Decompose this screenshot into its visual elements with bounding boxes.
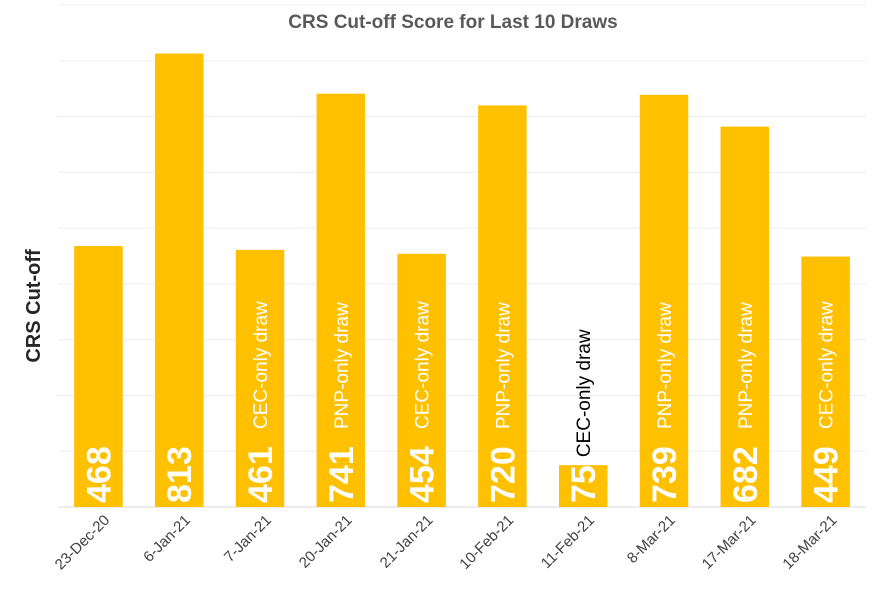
x-tick-label: 20-Jan-21 (296, 512, 356, 572)
bar-annotation: PNP-only draw (493, 302, 514, 429)
value-label: 720 (484, 446, 522, 503)
bar-annotation: PNP-only draw (655, 302, 676, 429)
bar (558, 465, 608, 507)
value-label: 454 (404, 446, 442, 503)
value-label: 75 (565, 465, 603, 503)
bar (235, 249, 285, 507)
x-tick-label: 21-Jan-21 (377, 512, 437, 572)
y-axis-title: CRS Cut-off (23, 249, 45, 363)
x-tick-label: 8-Mar-21 (624, 512, 679, 567)
x-tick-label: 17-Mar-21 (699, 512, 760, 573)
bar (74, 245, 123, 507)
bar (801, 256, 850, 507)
bar (478, 105, 527, 508)
bar (397, 253, 446, 507)
value-label: 739 (646, 446, 684, 503)
bar-annotation: CEC-only draw (574, 329, 595, 457)
value-label: 468 (80, 446, 118, 503)
bars (74, 53, 850, 508)
bar-annotation: PNP-only draw (736, 302, 757, 429)
bar-annotation: CEC-only draw (817, 301, 838, 429)
bar (639, 94, 689, 508)
value-label: 461 (242, 446, 280, 503)
x-tick-labels: 23-Dec-20 6-Jan-21 7-Jan-21 20-Jan-21 21-Jan… (52, 512, 841, 574)
value-label: 741 (323, 446, 361, 503)
bar-annotation: PNP-only draw (332, 302, 353, 429)
value-label: 682 (727, 446, 765, 503)
x-tick-label: 23-Dec-20 (52, 512, 114, 574)
x-tick-label: 7-Jan-21 (221, 512, 275, 566)
x-tick-label: 18-Mar-21 (779, 512, 840, 573)
bar (154, 53, 204, 507)
x-tick-label: 6-Jan-21 (140, 512, 194, 566)
chart-title: CRS Cut-off Score for Last 10 Draws (288, 12, 617, 33)
value-label: 813 (161, 446, 199, 503)
data-labels: 468 813 461 CEC-only draw 741 PNP-only draw 45… (80, 301, 845, 503)
x-tick-label: 11-Feb-21 (538, 512, 598, 572)
bar-annotation: CEC-only draw (251, 301, 272, 429)
bar (316, 93, 366, 507)
bar-annotation: CEC-only draw (413, 301, 434, 429)
value-label: 449 (808, 446, 846, 503)
bar (720, 126, 770, 508)
x-tick-label: 10-Feb-21 (456, 512, 517, 573)
